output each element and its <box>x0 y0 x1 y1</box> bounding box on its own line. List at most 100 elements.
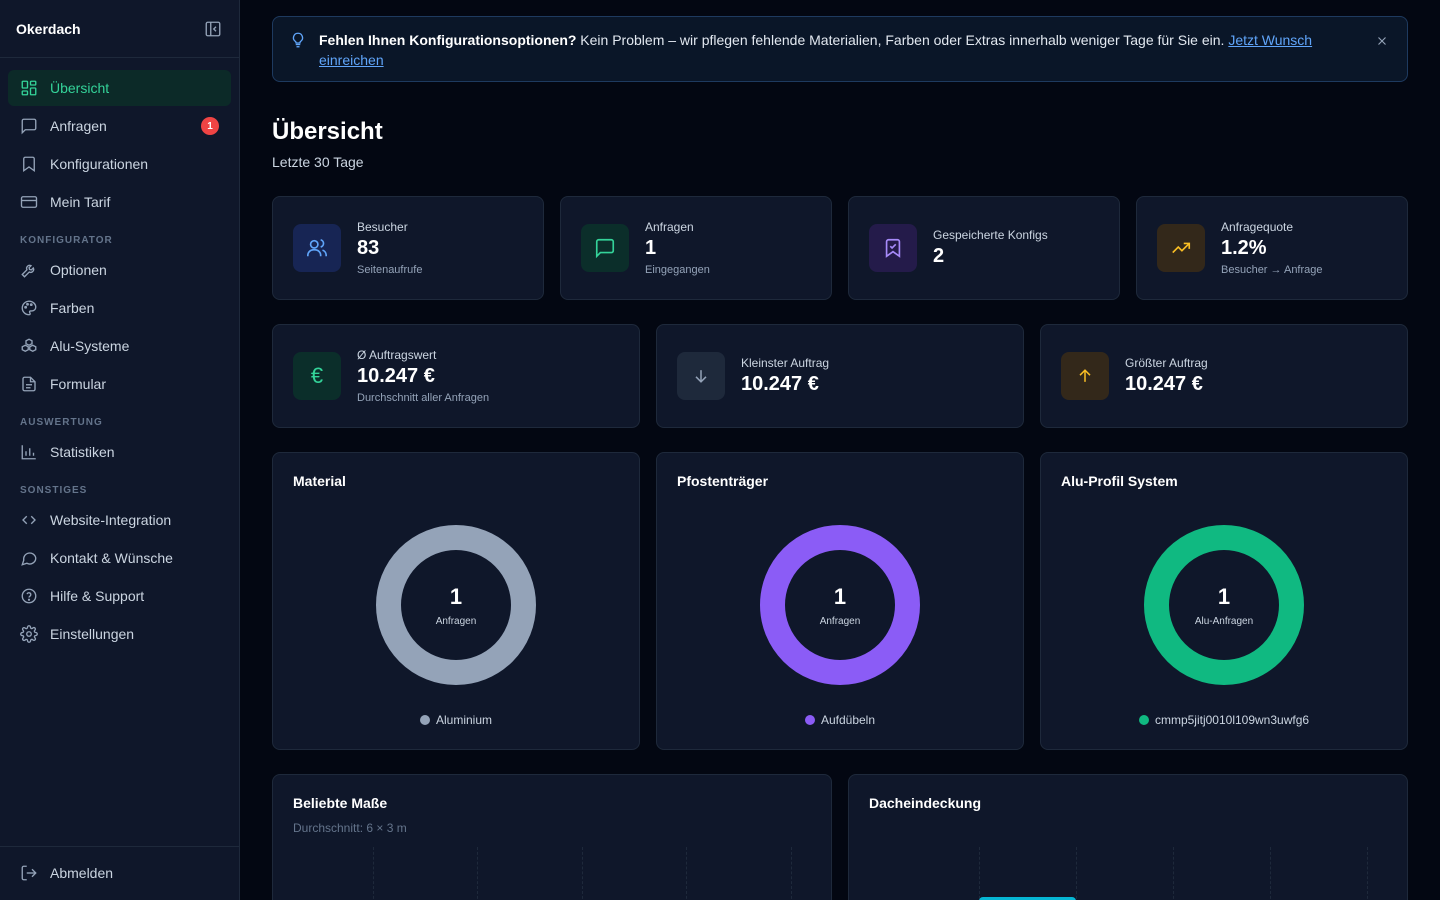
stat-label: Kleinster Auftrag <box>741 356 830 370</box>
sidebar-item-label: Farben <box>50 300 95 316</box>
chart-bar[interactable] <box>979 897 1076 900</box>
sidebar-item-formular[interactable]: Formular <box>8 366 231 402</box>
sidebar-nav: Übersicht Anfragen 1 Konfigurationen Mei… <box>0 58 239 652</box>
donut-slice[interactable] <box>760 525 920 685</box>
sidebar-item-label: Kontakt & Wünsche <box>50 550 173 566</box>
sidebar-collapse-icon[interactable] <box>203 19 223 39</box>
sidebar-item-label: Optionen <box>50 262 107 278</box>
sidebar-item-statistiken[interactable]: Statistiken <box>8 434 231 470</box>
donut-card-material: Material 1 Anfragen Aluminium <box>272 452 640 750</box>
stat-sub: Besucher → Anfrage <box>1221 264 1323 276</box>
sidebar-footer: Abmelden <box>0 846 239 900</box>
sidebar-item-optionen[interactable]: Optionen <box>8 252 231 288</box>
brand-name: Okerdach <box>16 20 81 37</box>
chart-legend: cmmp5jitj0010l109wn3uwfg6 <box>1041 713 1407 727</box>
sidebar-item-website-integration[interactable]: Website-Integration <box>8 502 231 538</box>
donut-total: 1 <box>833 583 847 609</box>
euro-icon: € <box>293 352 341 400</box>
sidebar-item-konfigurationen[interactable]: Konfigurationen <box>8 146 231 182</box>
donut-label: Alu-Anfragen <box>1194 615 1254 627</box>
legend-label: Aluminium <box>435 713 492 727</box>
grid-line <box>979 847 980 900</box>
chart-title: Material <box>293 473 346 489</box>
section-label-sonstiges: SONSTIGES <box>20 485 88 496</box>
donut-total: 1 <box>1217 583 1231 609</box>
stat-sub: Seitenaufrufe <box>357 264 423 276</box>
orders-row: € Ø Auftragswert 10.247 € Durchschnitt a… <box>272 324 1408 428</box>
donut-slice[interactable] <box>1144 525 1304 685</box>
logout-button[interactable]: Abmelden <box>8 855 231 891</box>
sidebar-item-anfragen[interactable]: Anfragen 1 <box>8 108 231 144</box>
sidebar-header: Okerdach <box>0 0 239 58</box>
grid-line <box>686 847 687 900</box>
logout-icon <box>20 864 38 882</box>
grid-line <box>1173 847 1174 900</box>
stat-label: Ø Auftragswert <box>357 348 437 362</box>
stat-label: Größter Auftrag <box>1125 356 1208 370</box>
sidebar-item-mein-tarif[interactable]: Mein Tarif <box>8 184 231 220</box>
card-title: Dacheindeckung <box>869 795 982 811</box>
donut-charts-row: Material 1 Anfragen Aluminium Pfostenträ… <box>272 452 1408 750</box>
sidebar-item-label: Konfigurationen <box>50 156 149 172</box>
stat-label: Anfragequote <box>1221 220 1294 234</box>
donut-slice[interactable] <box>376 525 536 685</box>
legend-dot <box>804 715 815 725</box>
wrench-icon <box>20 261 38 279</box>
stat-card-konfigs: Gespeicherte Konfigs 2 <box>848 196 1120 300</box>
banner-link[interactable]: Jetzt Wunsch einreichen <box>319 32 1313 68</box>
stat-card-besucher: Besucher 83 Seitenaufrufe <box>272 196 544 300</box>
stat-value: 2 <box>933 245 945 267</box>
sidebar-item-hilfe[interactable]: Hilfe & Support <box>8 578 231 614</box>
grid-line <box>477 847 478 900</box>
sidebar-item-einstellungen[interactable]: Einstellungen <box>8 616 231 652</box>
lightbulb-icon <box>289 31 307 54</box>
grid-line <box>791 847 792 900</box>
donut-chart: 1 Anfragen <box>760 525 920 685</box>
credit-card-icon <box>20 193 38 211</box>
grid-line <box>1367 847 1368 900</box>
stat-value: 10.247 € <box>357 365 435 387</box>
stat-sub: Durchschnitt aller Anfragen <box>357 392 490 404</box>
sidebar-item-label: Statistiken <box>50 444 115 460</box>
sidebar-item-label: Alu-Systeme <box>50 338 130 354</box>
donut-card-pfostentraeger: Pfostenträger 1 Anfragen Aufdübeln <box>656 452 1024 750</box>
grid-line <box>582 847 583 900</box>
dashboard-icon <box>20 79 38 97</box>
chart-title: Pfostenträger <box>677 473 769 489</box>
main-content: Fehlen Ihnen Konfigurationsoptionen? Kei… <box>272 16 1408 900</box>
page-title: Übersicht <box>272 118 383 145</box>
chat-bubble-icon <box>20 549 38 567</box>
bottom-cards-row: Beliebte Maße Durchschnitt: 6 × 3 m Dach… <box>272 774 1408 900</box>
users-icon <box>293 224 341 272</box>
trending-up-icon <box>1157 224 1205 272</box>
stat-value: 1 <box>645 237 657 259</box>
donut-card-alu-profil: Alu-Profil System 1 Alu-Anfragen cmmp5ji… <box>1040 452 1408 750</box>
stat-label: Anfragen <box>645 220 694 234</box>
sidebar-item-label: Hilfe & Support <box>50 588 145 604</box>
order-card-avg: € Ø Auftragswert 10.247 € Durchschnitt a… <box>272 324 640 428</box>
donut-chart: 1 Anfragen <box>376 525 536 685</box>
message-icon <box>581 224 629 272</box>
sidebar-item-label: Anfragen <box>50 118 107 134</box>
donut-chart: 1 Alu-Anfragen <box>1144 525 1304 685</box>
sidebar-item-farben[interactable]: Farben <box>8 290 231 326</box>
stat-sub: Eingegangen <box>645 264 710 276</box>
sidebar-item-uebersicht[interactable]: Übersicht <box>8 70 231 106</box>
bookmark-check-icon <box>869 224 917 272</box>
chart-legend: Aufdübeln <box>657 713 1023 727</box>
boxes-icon <box>20 337 38 355</box>
logout-label: Abmelden <box>50 865 114 881</box>
legend-label: Aufdübeln <box>820 713 876 727</box>
stats-row: Besucher 83 Seitenaufrufe Anfragen 1 Ein… <box>272 196 1408 300</box>
chart-title: Alu-Profil System <box>1061 473 1178 489</box>
close-icon[interactable] <box>1375 33 1389 53</box>
stat-value: 10.247 € <box>1125 373 1203 395</box>
help-circle-icon <box>20 587 38 605</box>
grid-line <box>1076 847 1077 900</box>
stat-label: Gespeicherte Konfigs <box>933 228 1048 242</box>
sidebar-item-kontakt[interactable]: Kontakt & Wünsche <box>8 540 231 576</box>
message-icon <box>20 117 38 135</box>
sidebar-item-alu-systeme[interactable]: Alu-Systeme <box>8 328 231 364</box>
order-card-max: Größter Auftrag 10.247 € <box>1040 324 1408 428</box>
sidebar-item-label: Website-Integration <box>50 512 172 528</box>
